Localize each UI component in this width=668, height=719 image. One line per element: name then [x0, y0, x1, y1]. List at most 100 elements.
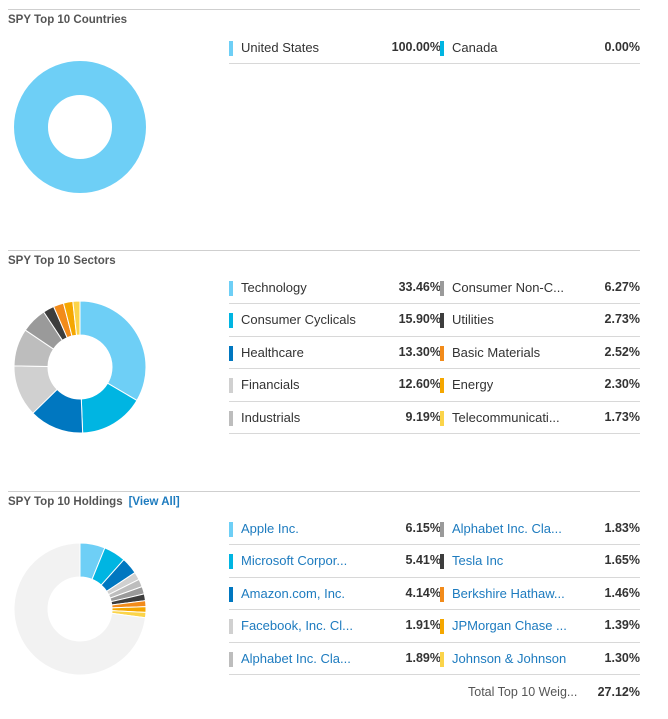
sectors-row-value: 6.27%	[604, 280, 640, 294]
sectors-list-right: Consumer Non-C... 6.27% Utilities 2.73% Basi…	[440, 272, 640, 434]
sectors-row-name: Telecommunicati...	[452, 409, 560, 425]
sectors-row-name: Industrials	[241, 409, 301, 425]
countries-donut-chart	[14, 61, 146, 193]
holdings-row-name[interactable]: Berkshire Hathaw...	[452, 585, 565, 601]
holdings-row-value: 1.89%	[405, 650, 441, 665]
holdings-row-value: 1.91%	[405, 618, 441, 633]
sectors-row-value: 1.73%	[604, 409, 640, 424]
legend-swatch	[440, 554, 444, 570]
holdings-row-value: 1.30%	[604, 650, 640, 665]
legend-swatch	[229, 41, 233, 56]
sectors-row-name: Consumer Non-C...	[452, 280, 564, 295]
legend-swatch	[440, 378, 444, 394]
legend-swatch	[229, 345, 233, 361]
holdings-row-name[interactable]: Apple Inc.	[241, 521, 299, 536]
holdings-row[interactable]: Alphabet Inc. Cla... 1.83%	[440, 513, 640, 546]
sectors-row: Financials 12.60%	[229, 369, 441, 402]
legend-swatch	[440, 313, 444, 329]
countries-row-name: United States	[241, 40, 320, 55]
legend-swatch	[440, 410, 444, 426]
holdings-row-value: 1.65%	[604, 553, 640, 568]
sectors-donut-chart	[13, 300, 147, 434]
holdings-slice	[13, 542, 146, 676]
holdings-title-text: SPY Top 10 Holdings	[8, 496, 123, 508]
section-divider	[8, 9, 640, 10]
sectors-slice	[79, 300, 147, 402]
holdings-row[interactable]: Apple Inc. 6.15%	[229, 513, 441, 546]
holdings-row-name[interactable]: Alphabet Inc. Cla...	[241, 650, 351, 666]
holdings-row-name[interactable]: Facebook, Inc. Cl...	[241, 618, 353, 634]
countries-row: Canada 0.00%	[440, 32, 640, 65]
holdings-row[interactable]: Tesla Inc 1.65%	[440, 545, 640, 578]
sectors-row: Telecommunicati... 1.73%	[440, 402, 640, 434]
sectors-row-value: 2.30%	[604, 377, 640, 392]
sectors-row-value: 9.19%	[405, 409, 441, 424]
countries-section: SPY Top 10 Countries United States 100.00…	[0, 0, 668, 240]
holdings-row-name[interactable]: JPMorgan Chase ...	[452, 618, 567, 634]
sectors-row-name: Consumer Cyclicals	[241, 312, 356, 328]
holdings-row-value: 1.39%	[604, 618, 640, 633]
legend-swatch	[440, 619, 444, 635]
countries-row-name: Canada	[452, 40, 498, 55]
sectors-row-name: Financials	[241, 377, 300, 393]
sectors-row-value: 15.90%	[398, 312, 441, 327]
countries-title: SPY Top 10 Countries	[8, 14, 128, 26]
holdings-row-name[interactable]: Tesla Inc	[452, 553, 504, 569]
holdings-list-left: Apple Inc. 6.15% Microsoft Corpor... 5.41% A…	[229, 513, 441, 675]
section-divider	[8, 491, 640, 492]
holdings-section: SPY Top 10 Holdings [View All] Apple Inc.…	[0, 481, 668, 719]
sectors-row-value: 2.52%	[604, 344, 640, 359]
total-label: Total Top 10 Weig...	[468, 685, 578, 699]
holdings-donut-chart	[13, 542, 147, 676]
sectors-row: Industrials 9.19%	[229, 402, 441, 434]
sectors-row-value: 13.30%	[398, 344, 441, 359]
legend-swatch	[229, 554, 233, 570]
legend-swatch	[440, 345, 444, 361]
holdings-row[interactable]: Microsoft Corpor... 5.41%	[229, 545, 441, 578]
countries-row-value: 0.00%	[604, 40, 640, 54]
sectors-row-name: Energy	[452, 377, 494, 393]
sectors-row: Consumer Cyclicals 15.90%	[229, 304, 441, 337]
holdings-list-right: Alphabet Inc. Cla... 1.83% Tesla Inc 1.65% B…	[440, 513, 640, 675]
countries-row: United States 100.00%	[229, 32, 441, 65]
sectors-row: Basic Materials 2.52%	[440, 337, 640, 370]
legend-swatch	[229, 522, 233, 537]
holdings-row-value: 1.46%	[604, 585, 640, 600]
holdings-row-name[interactable]: Johnson & Johnson	[452, 650, 567, 666]
holdings-row[interactable]: Berkshire Hathaw... 1.46%	[440, 578, 640, 611]
holdings-row-value: 6.15%	[405, 521, 441, 535]
total-value: 27.12%	[597, 685, 640, 699]
sectors-row: Utilities 2.73%	[440, 304, 640, 337]
sectors-section: SPY Top 10 Sectors Technology 33.46% Consu…	[0, 240, 668, 485]
holdings-row-name[interactable]: Amazon.com, Inc.	[241, 585, 346, 601]
sectors-slice	[72, 300, 81, 336]
sectors-row: Consumer Non-C... 6.27%	[440, 272, 640, 305]
sectors-title: SPY Top 10 Sectors	[8, 255, 116, 267]
legend-swatch	[229, 313, 233, 329]
holdings-row[interactable]: Facebook, Inc. Cl... 1.91%	[229, 610, 441, 643]
sectors-row: Healthcare 13.30%	[229, 337, 441, 370]
sectors-row-name: Technology	[241, 280, 307, 295]
sectors-row-name: Utilities	[452, 312, 494, 328]
legend-swatch	[229, 651, 233, 667]
holdings-row-name[interactable]: Alphabet Inc. Cla...	[452, 521, 562, 536]
holdings-row-value: 1.83%	[604, 521, 640, 535]
legend-swatch	[229, 378, 233, 394]
holdings-row[interactable]: Amazon.com, Inc. 4.14%	[229, 578, 441, 611]
countries-row-value: 100.00%	[391, 40, 441, 54]
legend-swatch	[229, 619, 233, 635]
legend-swatch	[440, 586, 444, 602]
sectors-row: Energy 2.30%	[440, 369, 640, 402]
sectors-row-value: 12.60%	[398, 377, 441, 392]
sectors-row-value: 2.73%	[604, 312, 640, 327]
holdings-row[interactable]: JPMorgan Chase ... 1.39%	[440, 610, 640, 643]
holdings-row-name[interactable]: Microsoft Corpor...	[241, 553, 348, 569]
sectors-row-name: Healthcare	[241, 344, 304, 360]
view-all-link[interactable]: [View All]	[128, 496, 180, 508]
sectors-row-name: Basic Materials	[452, 344, 541, 360]
holdings-row[interactable]: Johnson & Johnson 1.30%	[440, 643, 640, 675]
countries-slice	[14, 61, 146, 193]
holdings-row[interactable]: Alphabet Inc. Cla... 1.89%	[229, 643, 441, 675]
legend-swatch	[440, 522, 444, 537]
legend-swatch	[229, 586, 233, 602]
